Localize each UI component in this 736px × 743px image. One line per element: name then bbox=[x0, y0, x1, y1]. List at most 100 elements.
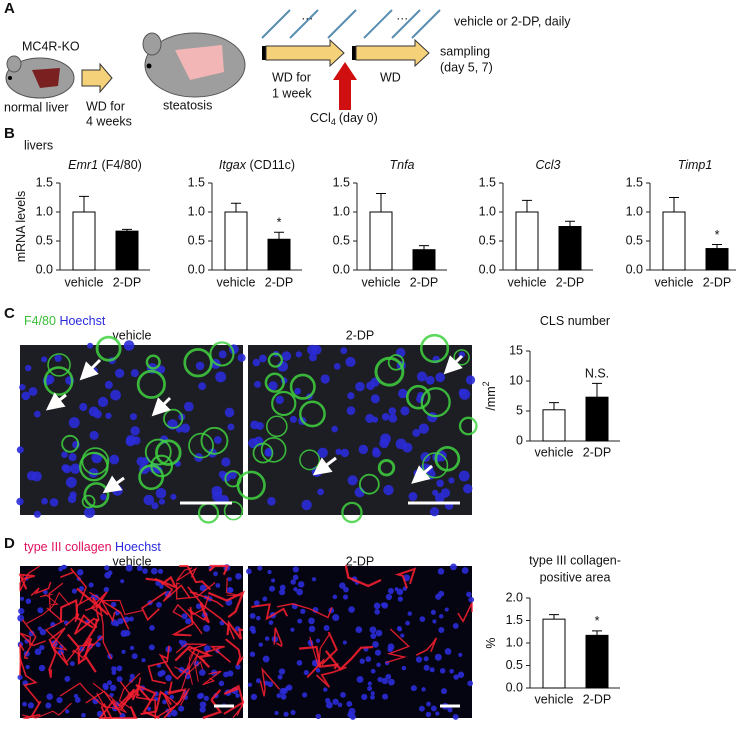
y-tick-label: 0 bbox=[516, 433, 523, 447]
arrow bbox=[79, 358, 102, 381]
chart-title: type III collagen- bbox=[529, 553, 621, 567]
y-axis-label: mRNA levels bbox=[14, 191, 28, 263]
nucleus bbox=[125, 564, 133, 572]
y-tick-label: 1.5 bbox=[506, 613, 523, 627]
nucleus bbox=[332, 594, 338, 600]
image-label: vehicle bbox=[113, 328, 152, 342]
stain bbox=[147, 645, 171, 685]
nucleus bbox=[423, 664, 430, 671]
nucleus bbox=[235, 664, 241, 670]
nucleus bbox=[388, 678, 395, 686]
nucleus bbox=[280, 693, 287, 700]
stain bbox=[271, 390, 297, 417]
nucleus bbox=[347, 392, 355, 400]
scale-bars bbox=[180, 501, 460, 708]
y-tick-label: 1.0 bbox=[333, 204, 350, 218]
nucleus bbox=[415, 656, 423, 663]
chart-title: CLS number bbox=[540, 314, 610, 328]
nucleus bbox=[290, 709, 296, 716]
nucleus bbox=[317, 488, 325, 496]
bar bbox=[662, 211, 686, 271]
nucleus bbox=[385, 673, 392, 680]
bar bbox=[224, 211, 248, 271]
nucleus bbox=[290, 579, 296, 585]
nucleus bbox=[277, 674, 283, 680]
stain bbox=[144, 438, 172, 466]
stain bbox=[39, 593, 59, 606]
nucleus bbox=[358, 444, 369, 455]
nucleus bbox=[297, 581, 305, 588]
nucleus bbox=[176, 426, 183, 433]
bar bbox=[542, 409, 566, 442]
y-tick-label: 0.0 bbox=[506, 680, 523, 694]
nucleus bbox=[457, 671, 465, 678]
bar bbox=[72, 211, 96, 271]
nucleus bbox=[348, 606, 355, 613]
nucleus bbox=[396, 588, 404, 596]
nucleus bbox=[459, 388, 471, 400]
x-tick-label: 2-DP bbox=[113, 275, 141, 289]
label: WD for bbox=[86, 99, 125, 113]
nucleus bbox=[274, 710, 279, 716]
stain bbox=[65, 596, 92, 627]
nucleus bbox=[61, 464, 69, 472]
nucleus bbox=[123, 340, 135, 351]
label: normal liver bbox=[4, 100, 69, 114]
nucleus bbox=[129, 645, 135, 651]
nucleus bbox=[467, 680, 474, 687]
stain bbox=[202, 689, 223, 720]
y-tick-label: 1.5 bbox=[188, 175, 205, 189]
nucleus bbox=[104, 380, 113, 389]
nucleus bbox=[125, 436, 136, 447]
y-tick-label: 5 bbox=[516, 403, 523, 417]
nucleus bbox=[430, 609, 436, 615]
chart-title: Ccl3 bbox=[535, 158, 560, 172]
nucleus bbox=[170, 709, 178, 717]
nucleus bbox=[416, 371, 427, 382]
nucleus bbox=[359, 658, 365, 664]
nucleus bbox=[156, 365, 166, 374]
x-tick-label: vehicle bbox=[217, 275, 256, 289]
nucleus bbox=[197, 693, 204, 700]
nucleus bbox=[159, 584, 164, 589]
stain bbox=[135, 683, 160, 719]
label: MC4R-KO bbox=[22, 39, 80, 53]
y-tick-label: 15 bbox=[509, 343, 523, 357]
annotations bbox=[45, 354, 464, 494]
nucleus bbox=[76, 569, 84, 576]
y-tick-label: 1.5 bbox=[626, 175, 643, 189]
image-label: 2-DP bbox=[346, 554, 374, 568]
stain bbox=[140, 591, 167, 622]
nucleus bbox=[356, 676, 364, 683]
nucleus bbox=[91, 452, 103, 464]
bar bbox=[412, 249, 436, 271]
stain bbox=[82, 618, 99, 658]
stain bbox=[145, 354, 161, 370]
nucleus bbox=[373, 602, 381, 610]
error-bar bbox=[274, 231, 284, 240]
stain bbox=[179, 565, 212, 591]
nucleus bbox=[136, 565, 143, 572]
x-tick-label: vehicle bbox=[535, 445, 574, 459]
nucleus bbox=[418, 705, 425, 712]
nucleus bbox=[315, 668, 321, 673]
nucleus bbox=[97, 396, 109, 408]
nucleus bbox=[370, 394, 380, 404]
nucleus bbox=[102, 682, 109, 689]
nucleus bbox=[156, 601, 162, 608]
nucleus bbox=[381, 677, 389, 685]
nucleus bbox=[143, 494, 155, 506]
stain bbox=[73, 613, 99, 635]
nucleus bbox=[249, 613, 256, 619]
nucleus bbox=[180, 423, 190, 433]
nucleus bbox=[395, 438, 407, 450]
y-tick-label: 1.5 bbox=[36, 175, 53, 189]
nucleus bbox=[211, 485, 223, 497]
nucleus bbox=[448, 477, 455, 484]
stain bbox=[81, 494, 96, 509]
stain bbox=[223, 501, 244, 521]
nucleus bbox=[307, 344, 318, 355]
stain bbox=[420, 387, 451, 418]
nucleus bbox=[227, 670, 234, 677]
nucleus bbox=[68, 453, 77, 462]
